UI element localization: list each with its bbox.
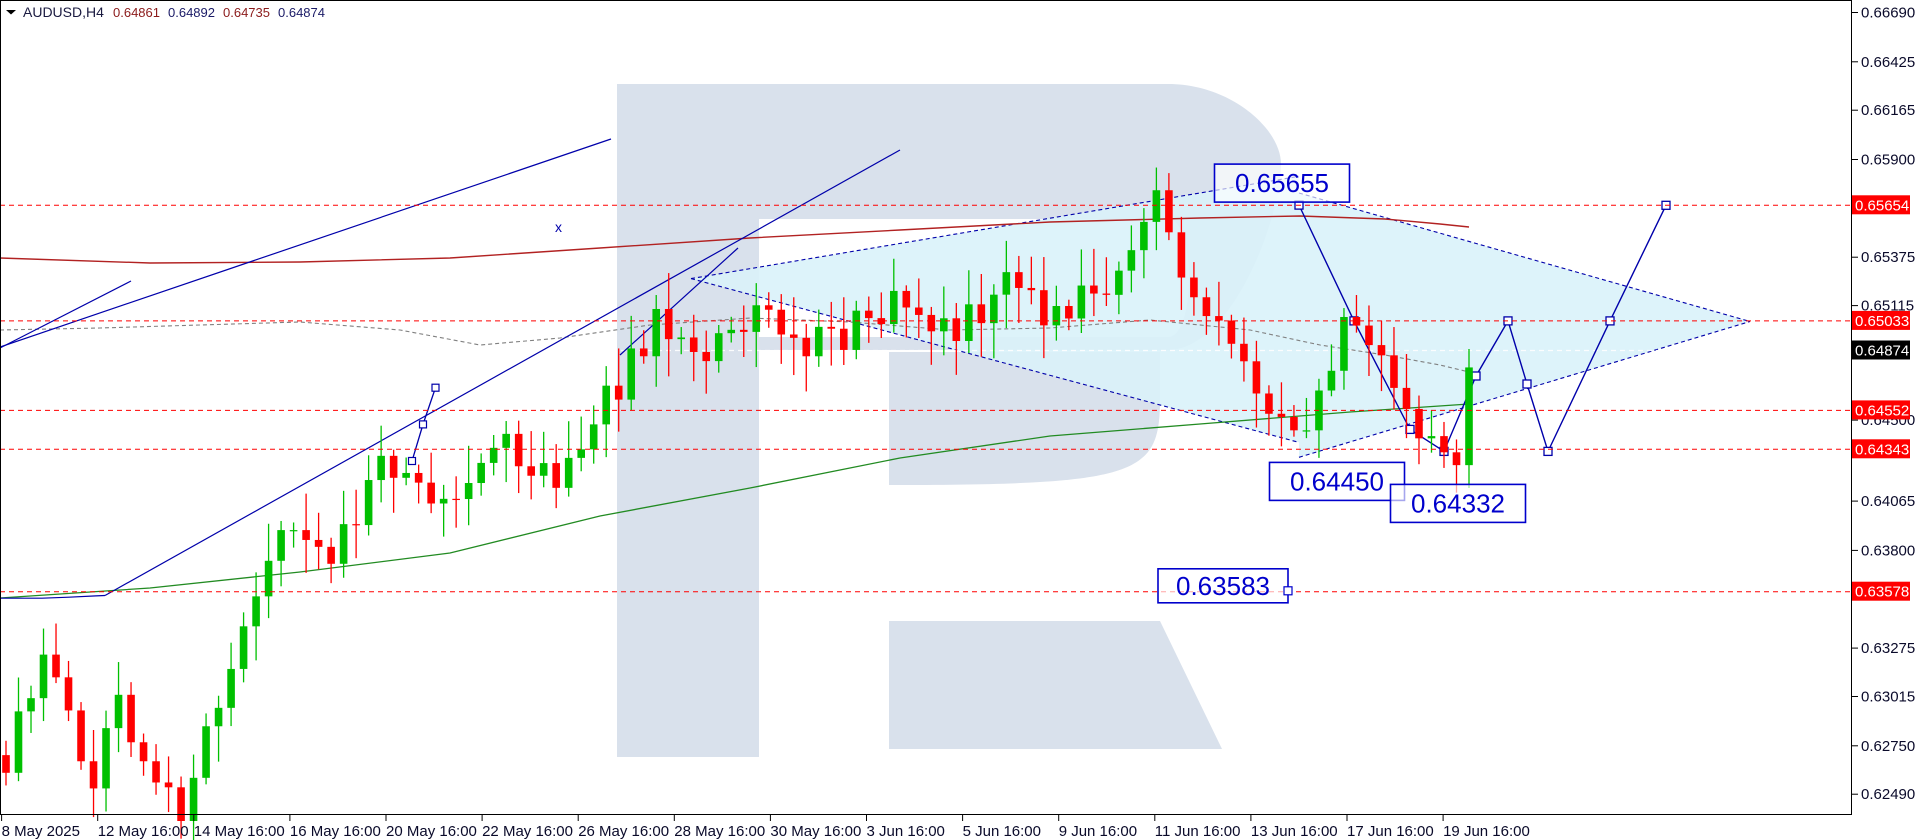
svg-text:0.66425: 0.66425 [1861,54,1915,71]
svg-text:16 May 16:00: 16 May 16:00 [290,823,381,840]
svg-text:0.65375: 0.65375 [1861,249,1915,266]
svg-text:11 Jun 16:00: 11 Jun 16:00 [1155,823,1241,840]
svg-text:0.63275: 0.63275 [1861,640,1915,657]
svg-text:0.66165: 0.66165 [1861,102,1915,119]
svg-text:5 Jun 16:00: 5 Jun 16:00 [963,823,1041,840]
svg-text:x: x [555,219,562,235]
svg-text:0.64874: 0.64874 [1855,343,1909,360]
svg-text:26 May 16:00: 26 May 16:00 [578,823,669,840]
svg-text:17 Jun 16:00: 17 Jun 16:00 [1347,823,1434,840]
svg-text:0.64065: 0.64065 [1861,493,1915,510]
svg-text:22 May 16:00: 22 May 16:00 [482,823,573,840]
svg-text:0.63800: 0.63800 [1861,542,1915,559]
svg-text:0.62490: 0.62490 [1861,786,1915,803]
svg-text:0.65655: 0.65655 [1235,168,1329,198]
svg-text:9 Jun 16:00: 9 Jun 16:00 [1059,823,1137,840]
svg-text:8 May 2025: 8 May 2025 [2,823,80,840]
svg-text:14 May 16:00: 14 May 16:00 [194,823,285,840]
svg-text:0.63578: 0.63578 [1855,584,1909,601]
svg-text:20 May 16:00: 20 May 16:00 [386,823,477,840]
svg-text:0.65900: 0.65900 [1861,152,1915,169]
svg-text:0.64735: 0.64735 [223,5,270,20]
svg-text:0.64332: 0.64332 [1411,488,1505,518]
svg-text:0.63583: 0.63583 [1176,571,1270,601]
svg-text:0.65033: 0.65033 [1855,313,1909,330]
svg-text:3 Jun 16:00: 3 Jun 16:00 [867,823,945,840]
svg-text:0.64552: 0.64552 [1855,402,1909,419]
svg-text:0.64450: 0.64450 [1290,466,1384,496]
svg-text:0.63015: 0.63015 [1861,689,1915,706]
svg-text:0.64343: 0.64343 [1855,441,1909,458]
svg-text:0.65654: 0.65654 [1855,197,1909,214]
svg-text:0.64861: 0.64861 [113,5,160,20]
svg-text:13 Jun 16:00: 13 Jun 16:00 [1251,823,1338,840]
svg-text:30 May 16:00: 30 May 16:00 [770,823,861,840]
svg-text:0.66690: 0.66690 [1861,5,1915,22]
svg-text:AUDUSD,H4: AUDUSD,H4 [23,4,104,20]
svg-text:0.64874: 0.64874 [278,5,325,20]
svg-text:19 Jun 16:00: 19 Jun 16:00 [1443,823,1530,840]
svg-text:28 May 16:00: 28 May 16:00 [674,823,765,840]
svg-text:0.62750: 0.62750 [1861,738,1915,755]
svg-text:12 May 16:00: 12 May 16:00 [98,823,189,840]
svg-text:0.64892: 0.64892 [168,5,215,20]
